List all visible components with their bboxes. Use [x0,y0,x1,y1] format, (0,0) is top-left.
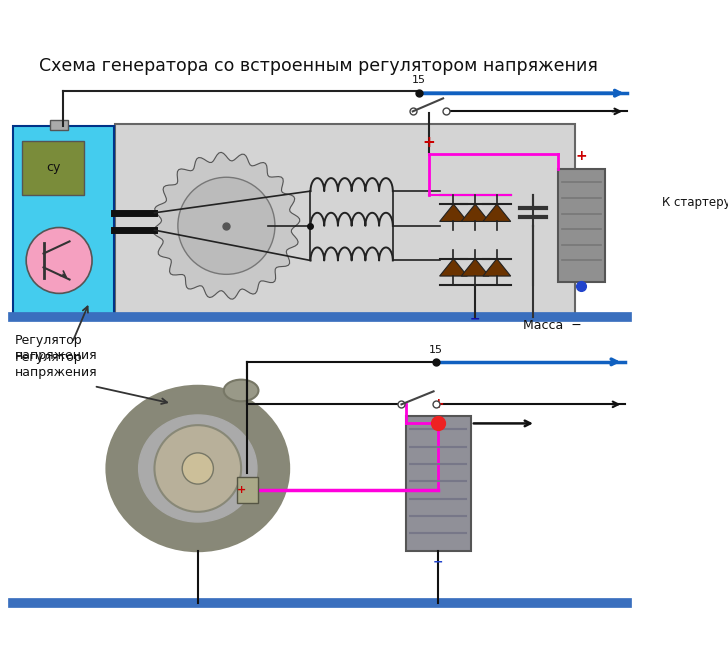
Polygon shape [462,259,489,276]
Text: Регулятор
напряжения: Регулятор напряжения [15,351,98,380]
Circle shape [182,453,213,484]
Text: 15: 15 [412,74,426,85]
Bar [50,120,68,131]
Ellipse shape [223,380,258,401]
Bar [237,477,258,503]
Ellipse shape [107,386,289,551]
Text: −: − [433,555,443,568]
Bar [405,417,471,551]
Circle shape [154,425,241,512]
Polygon shape [440,204,467,221]
Ellipse shape [138,415,257,522]
Text: Схема генератора со встроенным регулятором напряжения: Схема генератора со встроенным регулятор… [39,57,598,75]
Text: Масса  −: Масса − [523,319,582,332]
Bar [116,124,575,317]
Circle shape [26,227,92,294]
Text: 15: 15 [430,345,443,355]
Text: +: + [432,397,444,411]
Text: +: + [576,148,587,162]
Circle shape [178,177,275,275]
Text: +: + [237,485,246,495]
Bar [558,170,605,282]
Text: Регулятор
напряжения: Регулятор напряжения [15,334,98,362]
Polygon shape [483,204,511,221]
Polygon shape [440,259,467,276]
Text: су: су [46,161,60,174]
Polygon shape [483,259,511,276]
Polygon shape [462,204,489,221]
Polygon shape [153,152,300,299]
Text: +: + [423,135,435,150]
Text: −: − [470,313,480,325]
Text: К стартеру: К стартеру [662,196,728,209]
Bar [22,141,84,194]
Bar [13,126,114,315]
